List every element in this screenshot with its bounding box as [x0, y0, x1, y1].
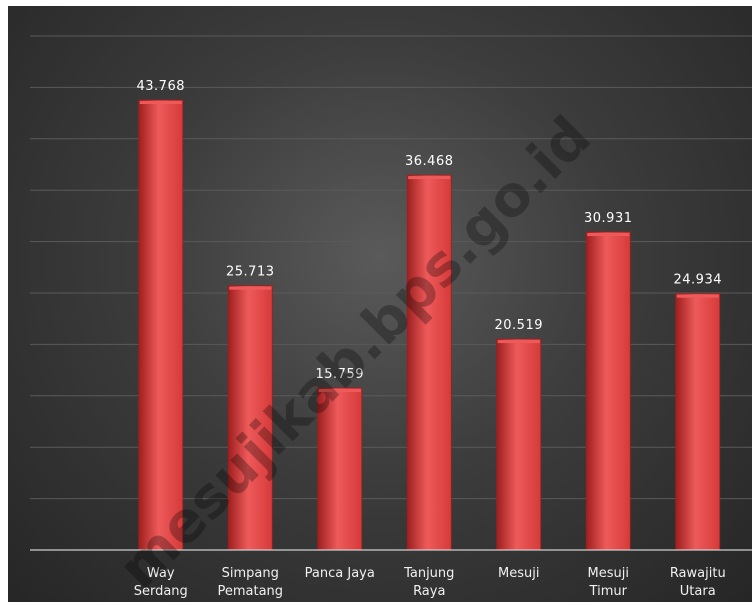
bar-top-highlight [318, 388, 361, 392]
bar-top-highlight [139, 101, 182, 105]
data-label: 20.519 [495, 318, 544, 333]
bars [138, 99, 721, 551]
category-label: Mesuji Timur [588, 566, 629, 599]
bar-top-highlight [676, 294, 719, 298]
bar-top-highlight [497, 340, 540, 344]
data-label: 15.759 [316, 367, 365, 382]
category-label: Mesuji [498, 566, 539, 581]
category-label: Panca Jaya [305, 566, 375, 581]
bar-chart: 43.768 25.713 15.759 36.468 20.519 30.931 24.9… [30, 35, 752, 602]
bar [496, 338, 542, 551]
data-labels: 43.768 25.713 15.759 36.468 20.519 30.931 24.9… [137, 79, 723, 382]
bar [585, 231, 631, 551]
bar [675, 293, 721, 551]
bar [406, 174, 452, 551]
bar-top-highlight [587, 233, 630, 237]
data-label: 25.713 [226, 265, 275, 280]
bar [317, 387, 363, 551]
bar [138, 99, 184, 551]
data-label: 24.934 [674, 273, 723, 288]
chart-area: 43.768 25.713 15.759 36.468 20.519 30.931 24.9… [8, 6, 752, 602]
data-label: 43.768 [137, 79, 186, 94]
category-label: Simpang Pematang [217, 566, 283, 599]
data-label: 30.931 [584, 211, 633, 226]
category-label: Tanjung Raya [403, 566, 454, 599]
category-label: Rawajitu Utara [670, 566, 726, 599]
data-label: 36.468 [405, 154, 454, 169]
gridlines [30, 35, 752, 500]
bar-top-highlight [408, 176, 451, 180]
category-labels: Way Serdang Simpang Pematang Panca Jaya Tanju… [134, 566, 726, 599]
bar [227, 285, 273, 551]
category-label: Way Serdang [134, 566, 188, 599]
bar-top-highlight [229, 286, 272, 290]
